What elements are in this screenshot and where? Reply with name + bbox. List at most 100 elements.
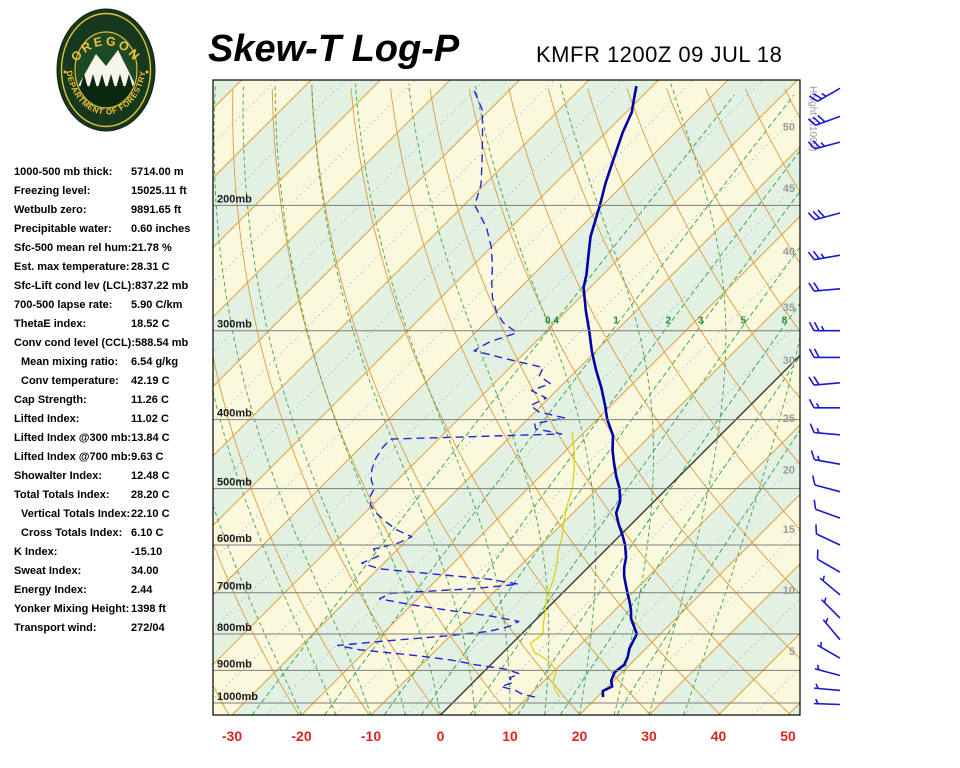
plot-area: 0.4 1 2 3 5 8 [213, 80, 800, 715]
wind-barb [807, 114, 841, 127]
stat-label: Conv temperature: [21, 375, 119, 387]
temp-tick-label: 20 [572, 728, 588, 744]
wind-barb [813, 499, 841, 519]
moist-adiabats [213, 83, 800, 715]
logo-inner-ring [74, 31, 138, 109]
wind-barb [810, 450, 841, 465]
stat-value: 28.20 C [131, 489, 170, 501]
logo-dot-right [145, 70, 149, 74]
stat-label: Wetbulb zero: [14, 204, 87, 216]
pressure-grid: 200mb 300mb 400mb 500mb 600mb 700mb 800mb 900mb… [213, 193, 800, 704]
wind-barb [822, 617, 841, 641]
wind-barb [807, 209, 841, 221]
stat-value: 12.48 C [131, 470, 170, 482]
height-label: 25 [783, 413, 795, 425]
height-label: 10 [783, 585, 795, 597]
station-time-label: KMFR 1200Z 09 JUL 18 [536, 42, 783, 67]
stat-value: 2.44 [131, 584, 153, 596]
temp-tick-label: 10 [502, 728, 518, 744]
stat-label: Showalter Index: [14, 470, 103, 482]
stat-row: Lifted Index: 11.02 C [14, 410, 229, 429]
stat-value: -15.10 [131, 546, 163, 558]
height-label: 50 [783, 122, 795, 134]
stat-row: 700-500 lapse rate: 5.90 C/km [14, 296, 229, 315]
stat-row: ThetaE index: 18.52 C [14, 315, 229, 334]
stat-value: 18.52 C [131, 318, 170, 330]
height-label: 45 [783, 183, 795, 195]
pressure-label: 500mb [217, 477, 252, 489]
page-title: Skew-T Log-P [208, 28, 460, 70]
height-axis-title: Height (x1000) [807, 86, 818, 152]
temp-tick-label: 40 [711, 728, 727, 744]
wind-barb [821, 597, 841, 619]
tree-icon [107, 74, 115, 88]
pressure-label: 1000mb [217, 691, 258, 703]
stat-value: 28.31 C [131, 261, 170, 273]
stat-label: Freezing level: [14, 185, 91, 197]
stat-row: Vertical Totals Index: 22.10 C [14, 505, 229, 524]
stat-label: Cross Totals Index: [21, 527, 123, 539]
stat-row: Sweat Index: 34.00 [14, 562, 229, 581]
stat-label: Lifted Index @700 mb: [14, 451, 132, 463]
logo-outer-ring [60, 12, 152, 128]
wind-barb [815, 524, 841, 546]
stat-label: Precipitable water: [14, 223, 112, 235]
stat-row: 1000-500 mb thick: 5714.00 m [14, 163, 229, 182]
stat-value: 1398 ft [131, 603, 166, 615]
wind-barbs [807, 87, 841, 706]
stat-label: ThetaE index: [14, 318, 87, 330]
stat-value: 11.02 C [131, 413, 169, 425]
stat-value: 837.22 mb [135, 280, 189, 292]
stat-label: Est. max temperature: [14, 261, 130, 273]
odf-logo: OREGON DEPARTMENT OF FORESTRY [56, 8, 156, 132]
stat-label: Vertical Totals Index: [21, 508, 131, 520]
temp-tick-label: -20 [291, 728, 311, 744]
tree-icon [80, 74, 88, 88]
stat-row: Lifted Index @700 mb: 9.63 C [14, 448, 229, 467]
stat-row: Total Totals Index: 28.20 C [14, 486, 229, 505]
stat-label: 1000-500 mb thick: [14, 166, 113, 178]
wind-barb [808, 376, 841, 386]
stat-value: 13.84 C [131, 432, 170, 444]
stat-value: 11.26 C [131, 394, 169, 406]
stat-label: K Index: [14, 546, 58, 558]
stat-row: Energy Index: 2.44 [14, 581, 229, 600]
wind-barb [817, 642, 841, 659]
stat-value: 588.54 mb [135, 337, 189, 349]
height-label: 40 [783, 246, 795, 258]
indices-panel: 1000-500 mb thick: 5714.00 m Freezing leve… [14, 163, 229, 638]
wind-barb [819, 575, 841, 596]
stat-value: 9.63 C [131, 451, 164, 463]
wind-barb [808, 348, 840, 359]
wind-barb [813, 698, 841, 706]
stat-value: 5.90 C/km [131, 299, 183, 311]
wind-barb [807, 139, 841, 150]
stat-row: Freezing level: 15025.11 ft [14, 182, 229, 201]
mixing-ratio-labels: 0.4 1 2 3 5 8 [545, 316, 788, 327]
height-label: 5 [789, 646, 795, 658]
wind-barb [808, 282, 841, 292]
height-label: 20 [783, 465, 795, 477]
mixing-ratio-label: 0.4 [545, 316, 559, 327]
wind-barb [809, 423, 841, 436]
stat-label: Sfc-500 mean rel hum: [14, 242, 132, 254]
stat-value: 5714.00 m [131, 166, 184, 178]
tree-icon [89, 74, 97, 88]
stat-value: 272/04 [131, 622, 165, 634]
tree-icon [116, 74, 124, 88]
stat-row: K Index: -15.10 [14, 543, 229, 562]
stat-row: Yonker Mixing Height: 1398 ft [14, 600, 229, 619]
pressure-label: 800mb [217, 622, 252, 634]
stat-value: 0.60 inches [131, 223, 191, 235]
stat-row: Conv temperature: 42.19 C [14, 372, 229, 391]
stat-label: Lifted Index @300 mb: [14, 432, 132, 444]
stat-label: Mean mixing ratio: [21, 356, 119, 368]
temp-tick-label: -10 [361, 728, 381, 744]
logo-dot-left [63, 70, 67, 74]
temperature-axis: -30 -20 -10 0 10 20 30 40 50 [222, 728, 796, 744]
height-label: 30 [783, 355, 795, 367]
mixing-ratio-label: 8 [782, 316, 788, 327]
stat-row: Lifted Index @300 mb: 13.84 C [14, 429, 229, 448]
pressure-label: 900mb [217, 658, 252, 670]
